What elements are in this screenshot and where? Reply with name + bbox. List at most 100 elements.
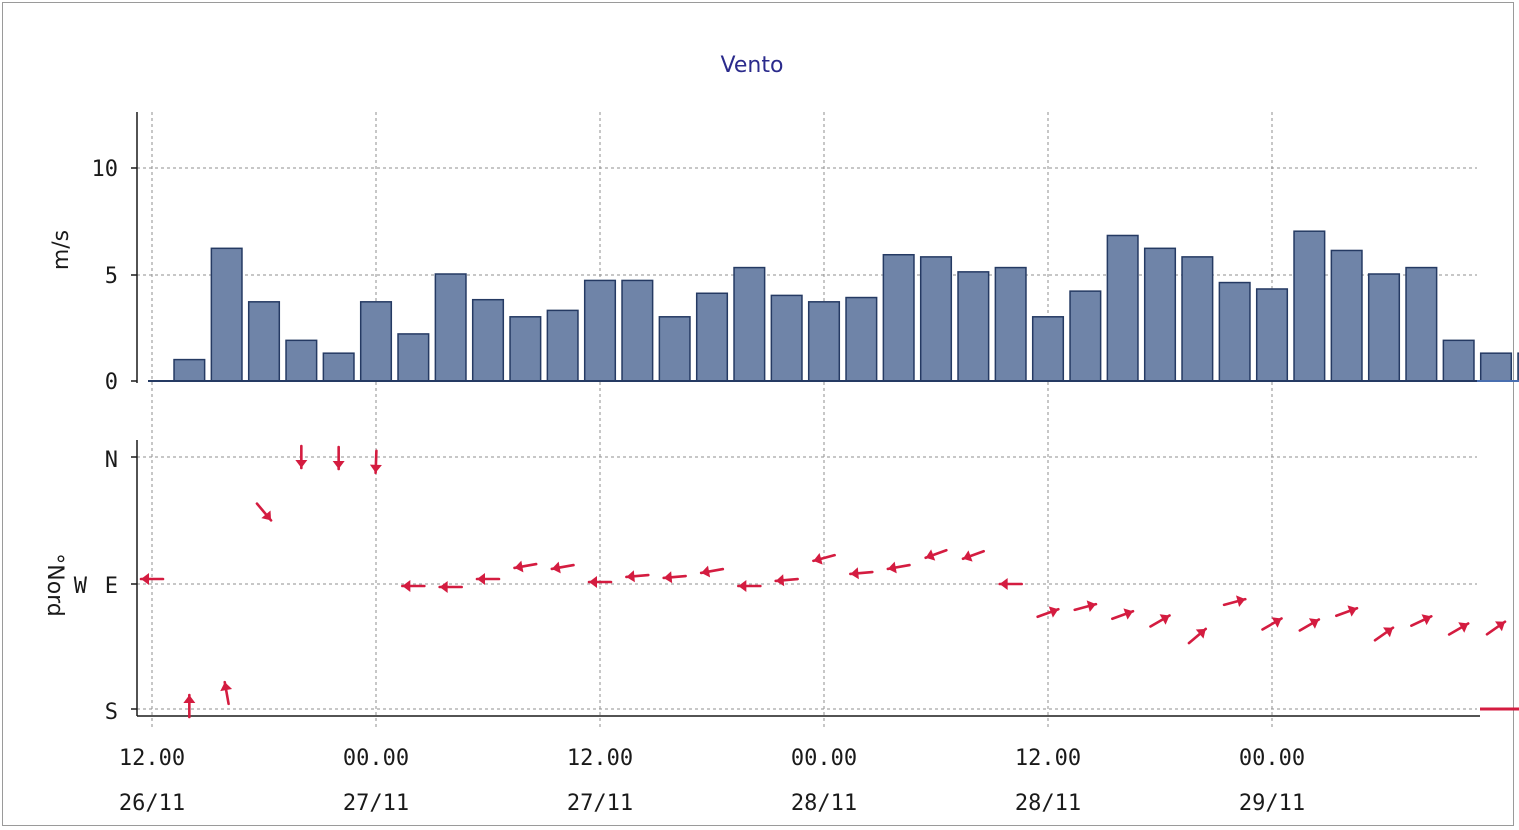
time-tick-hour: 00.00: [343, 746, 409, 771]
speed-bar: [322, 352, 355, 382]
direction-arrow: [812, 552, 836, 565]
direction-arrow: [1073, 600, 1098, 613]
time-tick-hour: 00.00: [1239, 746, 1305, 771]
speed-bar: [882, 253, 915, 382]
speed-bar: [1367, 273, 1401, 382]
direction-arrow: [1149, 614, 1171, 628]
direction-arrow: [139, 573, 165, 585]
direction-arrow: [699, 565, 725, 578]
direction-arrow: [1222, 595, 1247, 608]
direction-arrow: [401, 580, 426, 592]
direction-arrow: [737, 580, 762, 592]
time-tick-date: 27/11: [343, 791, 409, 816]
direction-arrow: [183, 693, 196, 719]
direction-arrow: [1187, 627, 1208, 645]
time-tick-date: 29/11: [1239, 791, 1305, 816]
speed-bar: [1218, 281, 1251, 382]
direction-arrow: [625, 570, 650, 583]
direction-arrow: [1261, 617, 1283, 631]
direction-arrow: [332, 445, 345, 471]
direction-arrow: [438, 581, 463, 593]
speed-bar: [210, 247, 243, 382]
speed-bar: [1330, 249, 1363, 382]
speed-bar: [919, 256, 953, 382]
time-tick: 00.00 27/11: [343, 746, 409, 816]
speed-bar: [695, 292, 729, 382]
direction-arrow: [587, 576, 613, 588]
direction-arrow: [369, 449, 382, 475]
direction-arrow: [295, 444, 308, 470]
speed-bar: [1069, 290, 1102, 382]
direction-tick-n: N: [105, 448, 118, 473]
speed-bar: [1442, 339, 1475, 382]
speed-bar: [434, 273, 467, 382]
speed-bar: [733, 266, 766, 382]
direction-arrow: [550, 561, 575, 574]
time-tick-date: 28/11: [1015, 791, 1081, 816]
speed-bar: [247, 301, 281, 382]
direction-arrow: [475, 573, 501, 585]
time-tick: 12.00 28/11: [1015, 746, 1081, 816]
speed-bar: [1031, 316, 1065, 382]
direction-arrow: [1335, 605, 1359, 618]
time-tick: 00.00 29/11: [1239, 746, 1305, 816]
direction-arrow: [961, 549, 985, 562]
speed-axis-label: m/s: [49, 230, 74, 270]
speed-bar: [1293, 230, 1326, 382]
time-tick-hour: 12.00: [119, 746, 185, 771]
speed-bar: [397, 333, 430, 382]
direction-arrow: [998, 578, 1023, 590]
time-tick: 00.00 28/11: [791, 746, 857, 816]
time-tick-date: 26/11: [119, 791, 185, 816]
direction-arrow: [255, 502, 273, 522]
speed-bar: [471, 298, 505, 382]
speed-bar: [546, 309, 579, 382]
direction-arrow: [886, 561, 911, 574]
direction-arrow: [1410, 614, 1433, 627]
time-tick-date: 27/11: [567, 791, 633, 816]
speed-bar: [359, 301, 393, 382]
speed-bar: [994, 266, 1027, 382]
speed-bar: [1405, 266, 1438, 382]
direction-arrow: [774, 574, 799, 587]
speed-tick-10: 10: [92, 157, 119, 182]
direction-arrow: [1036, 606, 1060, 619]
direction-arrow: [1447, 622, 1470, 636]
direction-arrow: [662, 571, 687, 584]
speed-bar: [583, 279, 617, 382]
direction-arrows: [139, 444, 1519, 719]
speed-bars: [148, 230, 1519, 382]
grid-lines: [131, 112, 1480, 730]
time-tick: 12.00 26/11: [119, 746, 185, 816]
speed-bar: [1181, 256, 1214, 382]
direction-axis: °Nord S E W N: [42, 448, 118, 725]
direction-tick-w: W: [74, 574, 88, 599]
chart-title: Vento: [721, 53, 784, 78]
speed-bar: [845, 296, 878, 382]
time-tick: 12.00 27/11: [567, 746, 633, 816]
speed-bar: [807, 301, 841, 382]
time-tick-date: 28/11: [791, 791, 857, 816]
direction-arrow: [1111, 608, 1135, 621]
speed-bar: [1255, 288, 1289, 382]
speed-tick-0: 0: [105, 370, 118, 395]
time-axis: 12.00 26/11 00.00 27/11 12.00 27/11 00.00 28/11…: [119, 746, 1305, 816]
direction-tick-e: E: [105, 574, 118, 599]
direction-axis-label: °Nord: [42, 553, 67, 617]
speed-bar: [1479, 352, 1513, 382]
time-tick-hour: 12.00: [1015, 746, 1081, 771]
speed-bar: [1143, 247, 1177, 382]
direction-arrow: [1298, 618, 1321, 632]
direction-tick-s: S: [105, 700, 118, 725]
direction-arrow: [849, 567, 874, 580]
time-tick-hour: 12.00: [567, 746, 633, 771]
speed-bar: [770, 294, 803, 382]
direction-arrow: [220, 680, 233, 706]
speed-bar: [285, 339, 318, 382]
speed-bar: [621, 279, 654, 382]
speed-bar: [509, 316, 542, 382]
speed-bar: [1106, 234, 1139, 382]
direction-arrow: [1373, 626, 1395, 642]
